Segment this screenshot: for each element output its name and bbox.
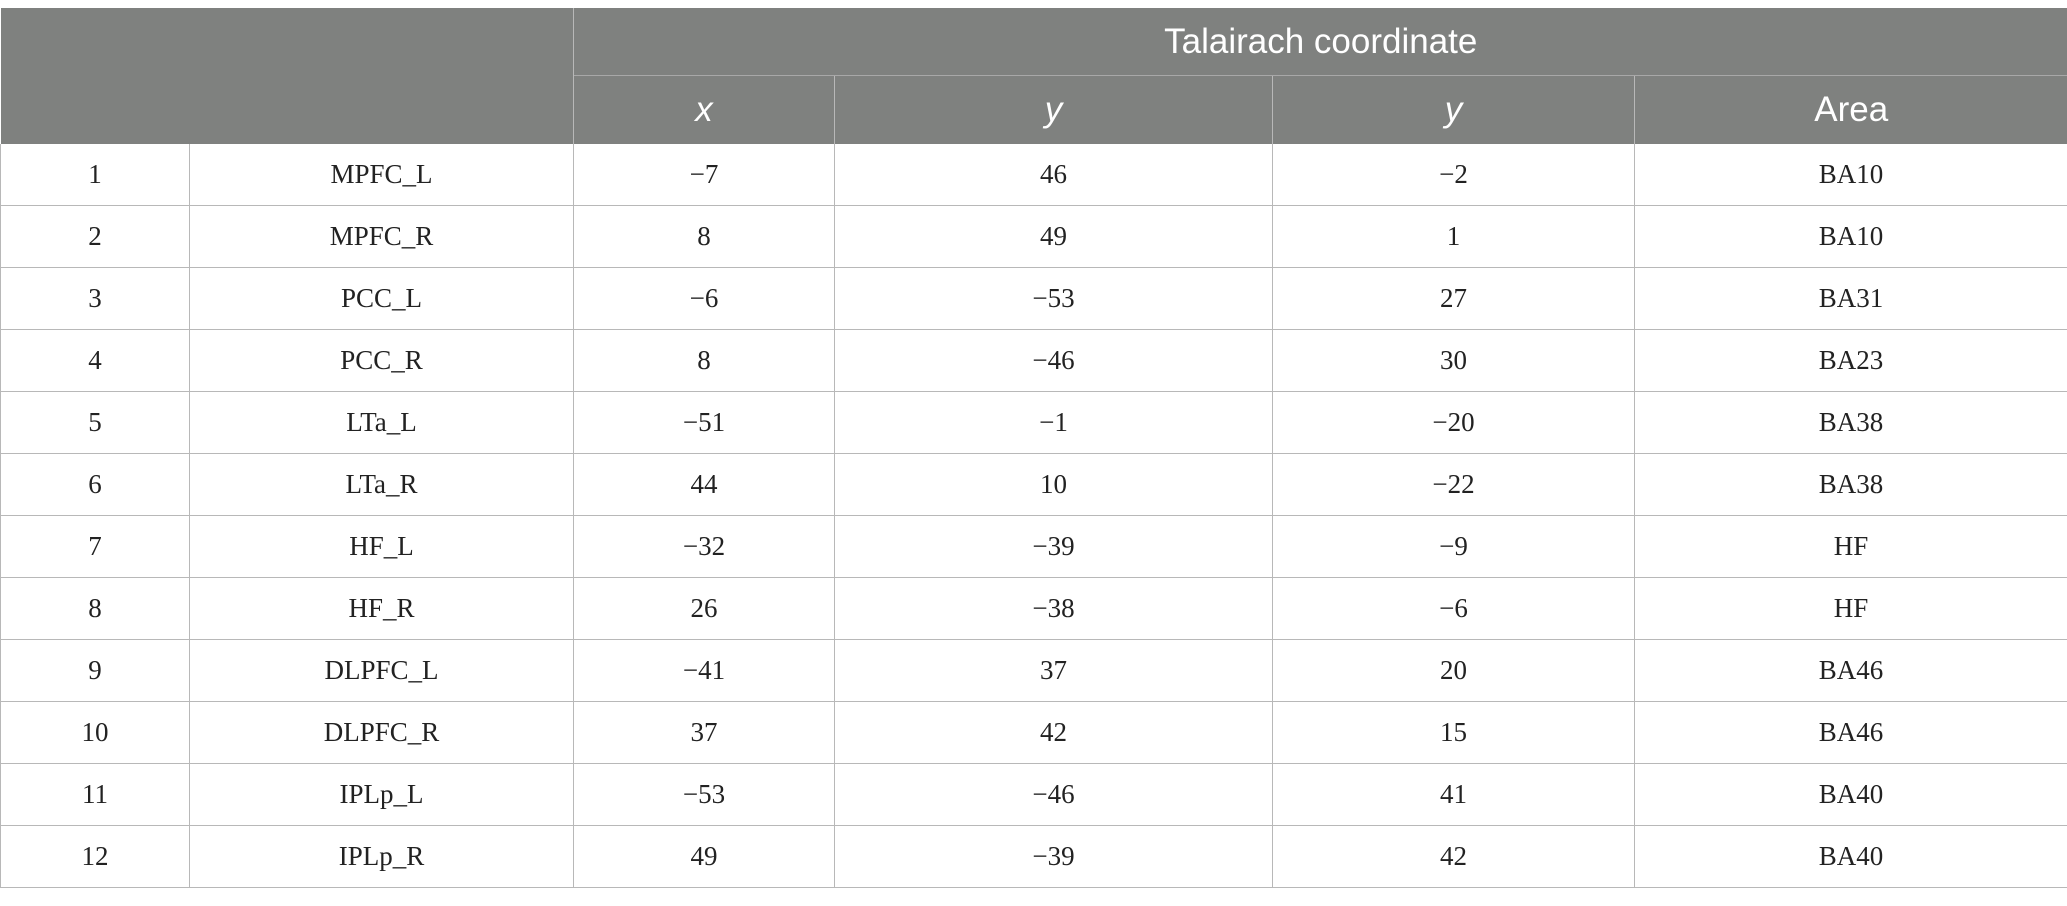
row-area-cell: BA40 [1634,825,2067,888]
row-index-cell: 7 [0,515,190,578]
row-index-cell: 6 [0,453,190,516]
row-region-cell: MPFC_L [189,144,574,206]
row-index-cell: 1 [0,144,190,206]
row-x-cell: −51 [573,391,835,454]
header-blank-cell [0,8,574,144]
table-row: 10 DLPFC_R 37 42 15 BA46 [0,701,2067,764]
table-row: 11 IPLp_L −53 −46 41 BA40 [0,763,2067,826]
row-index-cell: 3 [0,267,190,330]
row-region-cell: DLPFC_L [189,639,574,702]
table-row: 12 IPLp_R 49 −39 42 BA40 [0,825,2067,888]
row-area-cell: HF [1634,577,2067,640]
row-y-cell: 49 [834,205,1273,268]
row-y2-cell: 30 [1272,329,1635,392]
row-area-cell: HF [1634,515,2067,578]
row-index-cell: 9 [0,639,190,702]
table-row: 1 MPFC_L −7 46 −2 BA10 [0,144,2067,206]
row-region-cell: HF_L [189,515,574,578]
row-index-cell: 10 [0,701,190,764]
row-region-cell: PCC_L [189,267,574,330]
row-index-cell: 11 [0,763,190,826]
row-area-cell: BA46 [1634,701,2067,764]
talairach-coordinate-table: Talairach coordinate x y y Area 1 MPFC_L −… [0,8,2067,888]
row-y2-cell: −22 [1272,453,1635,516]
row-y-cell: 10 [834,453,1273,516]
table-row: 7 HF_L −32 −39 −9 HF [0,515,2067,578]
table-body: 1 MPFC_L −7 46 −2 BA10 2 MPFC_R 8 49 1 BA10 3 PCC_L −6… [0,144,2067,888]
coordinate-table-container: Talairach coordinate x y y Area 1 MPFC_L −… [0,8,2067,888]
row-y-cell: −53 [834,267,1273,330]
row-area-cell: BA31 [1634,267,2067,330]
table-header: Talairach coordinate x y y Area [0,8,2067,144]
row-index-cell: 8 [0,577,190,640]
table-row: 5 LTa_L −51 −1 −20 BA38 [0,391,2067,454]
row-y2-cell: 41 [1272,763,1635,826]
row-area-cell: BA23 [1634,329,2067,392]
row-index-cell: 4 [0,329,190,392]
row-y-cell: 46 [834,144,1273,206]
row-y-cell: −46 [834,763,1273,826]
row-area-cell: BA38 [1634,391,2067,454]
row-y-cell: 37 [834,639,1273,702]
row-region-cell: LTa_L [189,391,574,454]
row-x-cell: 44 [573,453,835,516]
row-region-cell: IPLp_L [189,763,574,826]
header-column-area: Area [1634,75,2067,144]
row-y-cell: −1 [834,391,1273,454]
table-row: 2 MPFC_R 8 49 1 BA10 [0,205,2067,268]
row-y2-cell: 15 [1272,701,1635,764]
table-row: 4 PCC_R 8 −46 30 BA23 [0,329,2067,392]
row-x-cell: −53 [573,763,835,826]
row-y2-cell: 20 [1272,639,1635,702]
row-area-cell: BA46 [1634,639,2067,702]
table-row: 9 DLPFC_L −41 37 20 BA46 [0,639,2067,702]
row-y2-cell: 1 [1272,205,1635,268]
header-group-title: Talairach coordinate [573,8,2067,76]
row-y-cell: −39 [834,825,1273,888]
table-row: 3 PCC_L −6 −53 27 BA31 [0,267,2067,330]
row-x-cell: 8 [573,329,835,392]
row-area-cell: BA10 [1634,205,2067,268]
row-x-cell: −41 [573,639,835,702]
row-y-cell: 42 [834,701,1273,764]
row-region-cell: LTa_R [189,453,574,516]
row-y2-cell: −9 [1272,515,1635,578]
row-y-cell: −46 [834,329,1273,392]
row-y-cell: −38 [834,577,1273,640]
row-region-cell: PCC_R [189,329,574,392]
header-column-x: x [573,75,835,144]
row-x-cell: −7 [573,144,835,206]
row-y2-cell: −20 [1272,391,1635,454]
row-y2-cell: −6 [1272,577,1635,640]
table-row: 8 HF_R 26 −38 −6 HF [0,577,2067,640]
row-index-cell: 12 [0,825,190,888]
row-x-cell: 49 [573,825,835,888]
row-area-cell: BA10 [1634,144,2067,206]
table-row: 6 LTa_R 44 10 −22 BA38 [0,453,2067,516]
row-area-cell: BA40 [1634,763,2067,826]
row-y2-cell: −2 [1272,144,1635,206]
row-y-cell: −39 [834,515,1273,578]
row-region-cell: MPFC_R [189,205,574,268]
row-x-cell: 8 [573,205,835,268]
row-y2-cell: 27 [1272,267,1635,330]
header-column-y-2: y [1272,75,1635,144]
row-index-cell: 5 [0,391,190,454]
row-y2-cell: 42 [1272,825,1635,888]
row-x-cell: 26 [573,577,835,640]
row-region-cell: HF_R [189,577,574,640]
row-x-cell: 37 [573,701,835,764]
row-region-cell: IPLp_R [189,825,574,888]
row-x-cell: −32 [573,515,835,578]
row-region-cell: DLPFC_R [189,701,574,764]
row-x-cell: −6 [573,267,835,330]
row-index-cell: 2 [0,205,190,268]
row-area-cell: BA38 [1634,453,2067,516]
header-column-y: y [834,75,1273,144]
